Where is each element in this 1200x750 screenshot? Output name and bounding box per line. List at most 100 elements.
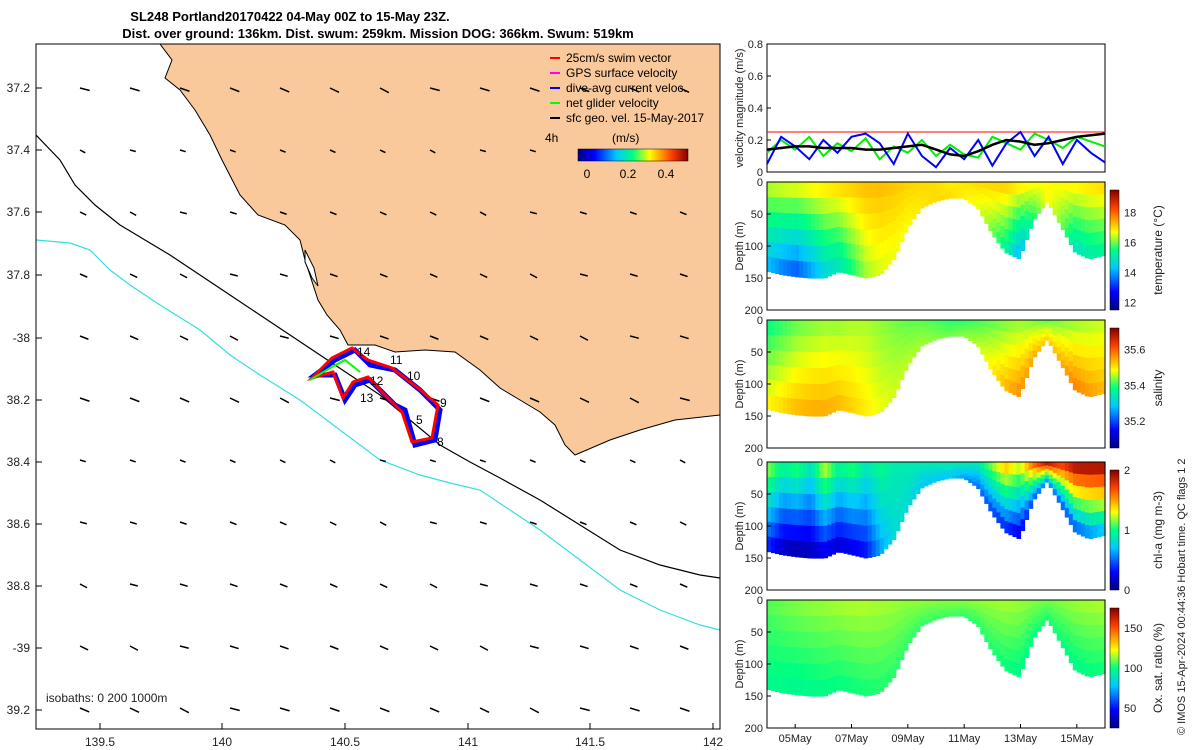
heatmap-cell <box>1052 478 1058 485</box>
heatmap-cell <box>911 344 917 352</box>
heatmap-cell <box>863 213 869 231</box>
heatmap-cell <box>1036 610 1042 617</box>
heatmap-cell <box>1040 462 1046 467</box>
heatmap-cell <box>803 197 808 215</box>
waypoint-12: 12 <box>370 374 384 388</box>
heatmap-cell <box>1036 202 1042 209</box>
heatmap-cell <box>1036 320 1042 326</box>
heatmap-cell <box>1060 631 1066 641</box>
colorbar-label: salinity <box>1151 370 1165 407</box>
heatmap-cell <box>1092 524 1098 539</box>
heatmap-cell <box>968 613 973 618</box>
heatmap-cell <box>1080 636 1086 650</box>
heatmap-cell <box>1004 320 1010 333</box>
heatmap-cell <box>1048 483 1054 488</box>
heatmap-cell <box>960 195 965 199</box>
heatmap-cell <box>1084 320 1090 334</box>
heatmap-cell <box>1036 340 1042 347</box>
heatmap-cell <box>827 382 832 399</box>
heatmap-cell <box>911 326 917 333</box>
heatmap-cell <box>915 600 921 606</box>
heatmap-cell <box>827 477 832 494</box>
heatmap-cell <box>811 510 816 527</box>
heatmap-cell <box>1092 487 1098 501</box>
heatmap-cell <box>1036 477 1042 484</box>
heatmap-cell <box>1048 621 1054 626</box>
heatmap-cell <box>1028 335 1034 344</box>
heatmap-cell <box>1088 332 1094 347</box>
heatmap-cell <box>827 678 832 695</box>
heatmap-cell <box>1024 201 1030 212</box>
heatmap-cell <box>803 367 808 385</box>
heatmap-cell <box>1076 660 1082 673</box>
heatmap-cell <box>799 383 804 400</box>
heatmap-cell <box>807 367 812 385</box>
heatmap-cell <box>783 335 788 352</box>
heatmap-cell <box>1096 511 1102 525</box>
heatmap-cell <box>875 259 881 277</box>
heatmap-cell <box>1068 371 1074 383</box>
heatmap-cell <box>1092 370 1098 384</box>
velocity-arrow <box>429 149 436 154</box>
heatmap-cell <box>851 646 857 663</box>
heatmap-cell <box>1100 356 1106 370</box>
heatmap-cell <box>1016 663 1022 677</box>
heatmap-cell <box>883 239 889 255</box>
heatmap-cell <box>972 462 977 467</box>
heatmap-cell <box>811 246 816 263</box>
heatmap-cell <box>875 320 881 337</box>
heatmap-cell <box>859 679 865 696</box>
heatmap-cell <box>915 320 921 326</box>
heatmap-cell <box>1044 616 1050 621</box>
heatmap-cell <box>996 182 1001 193</box>
heatmap-cell <box>827 615 832 632</box>
heatmap-cell <box>875 351 881 368</box>
heatmap-cell <box>1100 636 1106 650</box>
heatmap-cell <box>771 380 776 397</box>
heatmap-cell <box>871 647 877 664</box>
colorbar-tick: 35.2 <box>1124 416 1145 428</box>
heatmap-cell <box>1044 603 1050 608</box>
heatmap-cell <box>883 225 889 241</box>
heatmap-cell <box>964 470 969 475</box>
heatmap-cell <box>891 233 897 248</box>
heatmap-cell <box>984 600 989 608</box>
heatmap-cell <box>899 481 905 493</box>
velocity-arrow <box>379 87 390 94</box>
heatmap-cell <box>831 615 837 632</box>
heatmap-cell <box>1044 185 1050 190</box>
heatmap-cell <box>1028 623 1034 632</box>
heatmap-cell <box>807 351 812 369</box>
heatmap-cell <box>907 189 913 197</box>
heatmap-cell <box>1080 486 1086 500</box>
heatmap-cell <box>791 398 796 415</box>
heatmap-cell <box>1008 636 1014 650</box>
heatmap-cell <box>1056 482 1062 490</box>
heatmap-cell <box>988 320 993 329</box>
heatmap-cell <box>956 182 961 186</box>
heatmap-cell <box>907 348 913 357</box>
heatmap-cell <box>859 335 865 353</box>
heatmap-cell <box>803 509 808 527</box>
heatmap-cell <box>835 212 841 228</box>
heatmap-cell <box>923 197 929 203</box>
heatmap-cell <box>803 229 808 247</box>
velocity-arrow <box>129 459 136 463</box>
heatmap-cell <box>1092 600 1098 614</box>
heatmap-cell <box>795 678 800 696</box>
heatmap-cell <box>911 624 917 632</box>
heatmap-cell <box>988 478 993 487</box>
heatmap-cell <box>1044 198 1050 203</box>
heatmap-cell <box>875 213 881 230</box>
heatmap-cell <box>927 614 933 619</box>
heatmap-cell <box>775 258 780 275</box>
heatmap-cell <box>831 350 837 367</box>
heatmap-cell <box>791 600 796 617</box>
heatmap-cell <box>883 210 889 226</box>
velocity-arrow <box>279 521 287 526</box>
heatmap-cell <box>883 476 889 492</box>
heatmap-cell <box>1072 646 1078 659</box>
heatmap-cell <box>976 328 981 334</box>
velocity-arrow <box>529 149 536 153</box>
